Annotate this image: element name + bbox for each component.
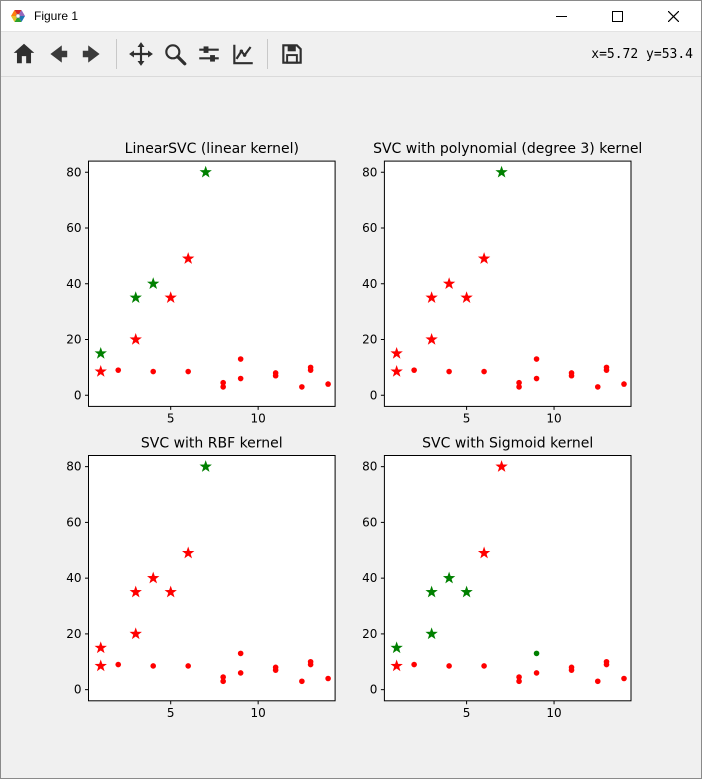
- titlebar: Figure 1: [1, 1, 701, 31]
- home-button[interactable]: [7, 35, 41, 73]
- svg-text:SVC with Sigmoid kernel: SVC with Sigmoid kernel: [422, 436, 593, 452]
- back-button[interactable]: [41, 35, 75, 73]
- svg-text:SVC with RBF kernel: SVC with RBF kernel: [141, 436, 283, 452]
- edit-parameters-button[interactable]: [226, 35, 260, 73]
- svg-text:40: 40: [66, 571, 81, 585]
- svg-text:0: 0: [74, 683, 82, 697]
- svg-text:20: 20: [362, 333, 377, 347]
- svg-text:20: 20: [66, 333, 81, 347]
- svg-text:60: 60: [66, 515, 81, 529]
- toolbar-separator: [116, 39, 117, 69]
- home-icon: [13, 43, 35, 64]
- svg-text:0: 0: [370, 683, 378, 697]
- svg-text:40: 40: [362, 571, 377, 585]
- maximize-button[interactable]: [589, 1, 645, 31]
- svg-text:5: 5: [167, 411, 175, 425]
- svg-text:20: 20: [362, 627, 377, 641]
- minimize-button[interactable]: [533, 1, 589, 31]
- matplotlib-icon: [10, 8, 26, 24]
- pan-button[interactable]: [124, 35, 158, 73]
- zoom-icon: [165, 44, 187, 66]
- svg-text:80: 80: [362, 460, 377, 474]
- subplots-sliders-icon: [199, 46, 219, 62]
- svg-text:60: 60: [362, 515, 377, 529]
- canvas-wrap: 5 10 0 20 40 60 80 LinearSVC (linear kernel) 5 10…: [1, 77, 701, 778]
- caption-buttons: [533, 1, 701, 31]
- save-button[interactable]: [275, 35, 309, 73]
- forward-button[interactable]: [75, 35, 109, 73]
- close-button[interactable]: [645, 1, 701, 31]
- svg-text:60: 60: [362, 221, 377, 235]
- svg-text:80: 80: [66, 165, 81, 179]
- forward-arrow-icon: [82, 45, 100, 63]
- subplot-3[interactable]: 5 10 0 20 40 60 80 SVC with Sigmoid kernel: [362, 436, 632, 720]
- svg-text:5: 5: [463, 706, 471, 720]
- svg-text:10: 10: [546, 706, 561, 720]
- svg-text:10: 10: [546, 411, 561, 425]
- subplot-0[interactable]: 5 10 0 20 40 60 80 LinearSVC (linear kernel): [66, 141, 336, 425]
- svg-text:10: 10: [251, 411, 266, 425]
- svg-text:80: 80: [66, 460, 81, 474]
- toolbar-separator: [267, 39, 268, 69]
- cursor-coordinates: x=5.72 y=53.4: [591, 46, 693, 62]
- back-arrow-icon: [50, 45, 68, 63]
- toolbar: x=5.72 y=53.4: [1, 31, 701, 77]
- pan-icon: [129, 42, 153, 66]
- save-floppy-icon: [282, 44, 302, 64]
- svg-text:5: 5: [463, 411, 471, 425]
- svg-text:80: 80: [362, 165, 377, 179]
- svg-text:40: 40: [362, 277, 377, 291]
- subplot-2[interactable]: 5 10 0 20 40 60 80 SVC with RBF kernel: [66, 436, 336, 720]
- svg-text:SVC with polynomial (degree 3): SVC with polynomial (degree 3) kernel: [373, 141, 642, 157]
- subplot-1[interactable]: 5 10 0 20 40 60 80 SVC with polynomial (degree …: [362, 141, 642, 425]
- svg-text:5: 5: [167, 706, 175, 720]
- line-chart-icon: [233, 44, 253, 65]
- svg-text:0: 0: [370, 388, 378, 402]
- svg-text:40: 40: [66, 277, 81, 291]
- zoom-button[interactable]: [158, 35, 192, 73]
- configure-subplots-button[interactable]: [192, 35, 226, 73]
- svg-text:20: 20: [66, 627, 81, 641]
- figure-canvas[interactable]: 5 10 0 20 40 60 80 LinearSVC (linear kernel) 5 10…: [1, 77, 701, 778]
- svg-text:60: 60: [66, 221, 81, 235]
- svg-text:10: 10: [251, 706, 266, 720]
- window-title: Figure 1: [34, 9, 79, 23]
- svg-text:0: 0: [74, 388, 82, 402]
- svg-text:LinearSVC (linear kernel): LinearSVC (linear kernel): [125, 141, 299, 157]
